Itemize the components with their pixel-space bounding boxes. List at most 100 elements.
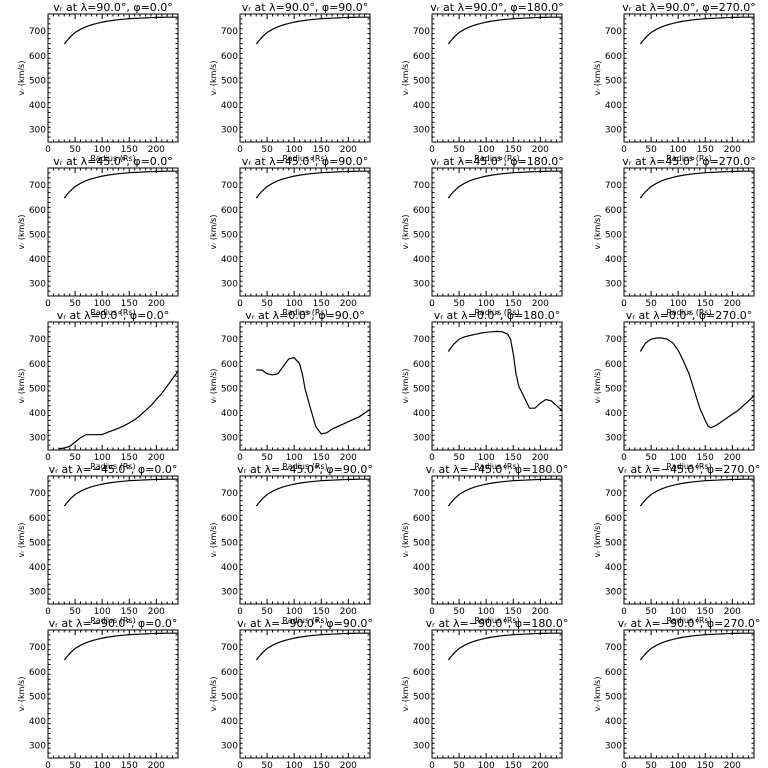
panel-title: vᵣ at λ=45.0°, φ=0.0°	[53, 155, 173, 168]
y-tick-label: 500	[605, 230, 622, 240]
x-tick-label: 100	[670, 761, 687, 768]
x-tick-label: 0	[237, 145, 243, 155]
panel-4: vᵣ at λ=90.0°, φ=270.0° 0 50 100 150 200 300 40…	[593, 1, 756, 163]
series-line	[255, 16, 370, 45]
y-tick-label: 700	[29, 489, 46, 499]
y-tick-label: 600	[605, 206, 622, 216]
x-tick-label: 100	[94, 761, 111, 768]
x-tick-label: 0	[45, 145, 51, 155]
panel-title: vᵣ at λ=45.0°, φ=90.0°	[242, 155, 369, 168]
y-tick-label: 500	[605, 76, 622, 86]
x-tick-label: 50	[453, 761, 465, 768]
series-line	[639, 170, 754, 199]
y-tick-label: 400	[29, 101, 46, 111]
series-line	[256, 357, 371, 435]
y-tick-label: 400	[221, 409, 238, 419]
x-axis-label: Radius (Rs)	[666, 308, 711, 317]
y-tick-label: 500	[221, 230, 238, 240]
panel-title: vᵣ at λ=0.0°, φ=90.0°	[245, 309, 365, 322]
panel-7: vᵣ at λ=45.0°, φ=180.0° 0 50 100 150 200 300 40…	[401, 155, 564, 317]
panel-title: vᵣ at λ=−45.0°, φ=180.0°	[426, 463, 569, 476]
series-line	[447, 170, 562, 199]
panel-15: vᵣ at λ=−45.0°, φ=180.0° 0 50 100 150 200 300 4…	[401, 463, 568, 625]
panel-title: vᵣ at λ=0.0°, φ=270.0°	[626, 309, 753, 322]
y-tick-label: 400	[413, 563, 430, 573]
x-tick-label: 150	[121, 145, 138, 155]
y-tick-label: 500	[413, 692, 430, 702]
x-tick-label: 150	[313, 145, 330, 155]
y-tick-label: 400	[605, 563, 622, 573]
plot-frame	[623, 475, 755, 605]
x-tick-label: 50	[261, 607, 273, 617]
x-tick-label: 0	[621, 453, 627, 463]
y-tick-label: 600	[29, 514, 46, 524]
panel-title: vᵣ at λ=90.0°, φ=90.0°	[242, 1, 369, 14]
x-tick-label: 100	[478, 299, 495, 309]
y-tick-label: 600	[413, 206, 430, 216]
y-tick-label: 300	[605, 126, 622, 136]
y-tick-label: 500	[221, 538, 238, 548]
x-tick-label: 100	[478, 145, 495, 155]
x-tick-label: 0	[237, 761, 243, 768]
x-axis-label: Radius (Rs)	[90, 154, 135, 163]
x-tick-label: 0	[429, 145, 435, 155]
panel-title: vᵣ at λ=−45.0°, φ=0.0°	[49, 463, 178, 476]
x-tick-label: 0	[45, 761, 51, 768]
x-tick-label: 200	[724, 453, 741, 463]
x-tick-label: 50	[453, 145, 465, 155]
y-tick-label: 300	[221, 434, 238, 444]
panel-17: vᵣ at λ=−90.0°, φ=0.0° 0 50 100 150 200 300 400…	[17, 617, 179, 768]
x-tick-label: 100	[286, 761, 303, 768]
y-tick-label: 600	[605, 514, 622, 524]
panel-6: vᵣ at λ=45.0°, φ=90.0° 0 50 100 150 200 300 400…	[209, 155, 371, 317]
y-tick-label: 300	[413, 588, 430, 598]
panel-title: vᵣ at λ=−45.0°, φ=270.0°	[618, 463, 761, 476]
x-axis-label: Radius (Rs)	[474, 154, 519, 163]
series-line	[63, 632, 178, 661]
y-tick-label: 600	[413, 514, 430, 524]
y-tick-label: 500	[413, 384, 430, 394]
panel-18: vᵣ at λ=−90.0°, φ=90.0° 0 50 100 150 200 300 40…	[209, 617, 373, 768]
y-tick-label: 700	[605, 489, 622, 499]
x-tick-label: 100	[286, 607, 303, 617]
y-tick-label: 500	[29, 538, 46, 548]
y-tick-label: 400	[413, 717, 430, 727]
x-tick-label: 150	[505, 607, 522, 617]
y-tick-label: 500	[29, 384, 46, 394]
series-line	[639, 632, 754, 661]
series-line	[63, 478, 178, 507]
y-tick-label: 300	[29, 280, 46, 290]
y-tick-label: 300	[221, 742, 238, 752]
x-tick-label: 200	[148, 299, 165, 309]
x-tick-label: 100	[286, 145, 303, 155]
y-tick-label: 700	[221, 27, 238, 37]
x-tick-label: 0	[237, 299, 243, 309]
y-tick-label: 400	[29, 255, 46, 265]
y-axis-label: vᵣ (km/s)	[401, 369, 410, 404]
y-tick-label: 300	[605, 280, 622, 290]
y-tick-label: 400	[29, 717, 46, 727]
x-axis-label: Radius (Rs)	[282, 616, 327, 625]
y-tick-label: 400	[413, 409, 430, 419]
series-line	[58, 370, 179, 450]
y-tick-label: 400	[605, 255, 622, 265]
x-axis-label: Radius (Rs)	[282, 154, 327, 163]
y-tick-label: 700	[413, 335, 430, 345]
y-tick-label: 700	[413, 489, 430, 499]
x-tick-label: 50	[645, 453, 657, 463]
series-line	[447, 632, 562, 661]
x-tick-label: 50	[69, 145, 81, 155]
y-tick-label: 700	[221, 643, 238, 653]
plot-frame	[47, 629, 179, 759]
series-line	[639, 337, 755, 429]
y-tick-label: 300	[221, 588, 238, 598]
panel-title: vᵣ at λ=45.0°, φ=180.0°	[430, 155, 564, 168]
y-tick-label: 600	[29, 206, 46, 216]
y-axis-label: vᵣ (km/s)	[17, 215, 26, 250]
y-tick-label: 300	[29, 742, 46, 752]
panel-title: vᵣ at λ=−90.0°, φ=0.0°	[49, 617, 178, 630]
y-axis-label: vᵣ (km/s)	[17, 369, 26, 404]
y-tick-label: 600	[605, 360, 622, 370]
x-axis-label: Radius (Rs)	[90, 462, 135, 471]
